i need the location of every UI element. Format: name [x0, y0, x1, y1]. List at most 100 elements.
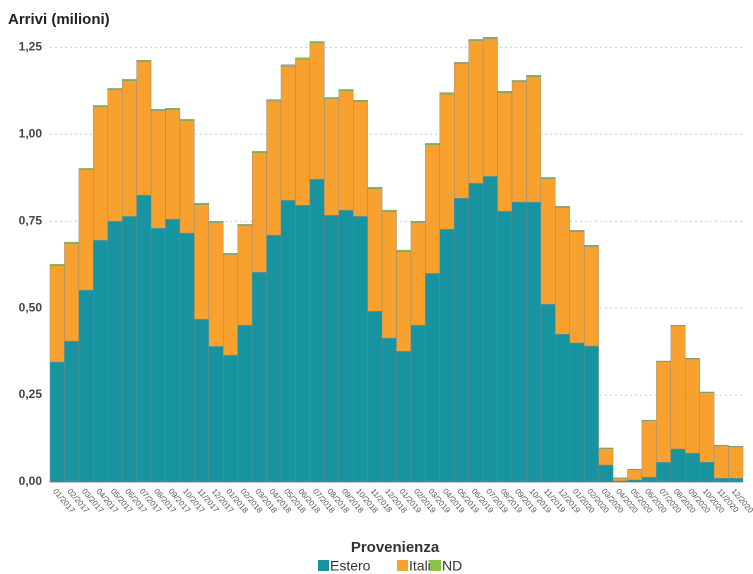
bar-segment [670, 448, 686, 483]
bar-segment [526, 76, 542, 203]
chart-title: Arrivi (milioni) [8, 11, 110, 28]
bar-segment [367, 311, 383, 483]
legend-swatch [318, 560, 329, 571]
bar-segment [78, 169, 94, 291]
bar-segment [468, 39, 484, 41]
bar-segment [468, 183, 484, 483]
bar-segment [511, 80, 527, 83]
bar-segment [194, 204, 210, 320]
bar-segment [309, 42, 325, 180]
bar-segment [338, 89, 354, 92]
bar-segment [439, 229, 455, 483]
bar-segment [410, 324, 426, 483]
bar-segment [208, 222, 224, 347]
bar-segment [121, 79, 137, 81]
bar-segment [482, 176, 498, 483]
bar-segment [179, 119, 195, 121]
bar-segment [280, 64, 296, 67]
bar-segment [468, 40, 484, 184]
bar-segment [598, 464, 614, 483]
bar-segment [251, 272, 267, 483]
bar-segment [251, 151, 267, 153]
bar-segment [641, 476, 657, 483]
bar-segment [728, 445, 744, 448]
bar-segment [208, 221, 224, 223]
bar-segment [728, 477, 744, 483]
bar-segment [598, 447, 614, 449]
bar-segment [454, 63, 469, 199]
bar-segment [165, 108, 181, 110]
bar-segment [641, 419, 657, 422]
bar-segment [223, 254, 238, 356]
bar-segment [396, 251, 412, 352]
bar-segment [396, 249, 412, 252]
bar-segment [295, 57, 311, 60]
bar-segment [511, 201, 527, 483]
bar-segment [165, 109, 181, 220]
bar-segment [598, 448, 614, 466]
bar-segment [670, 324, 686, 327]
bar-segment [324, 97, 339, 100]
bar-segment [497, 90, 513, 93]
bar-segment [223, 354, 238, 483]
bar-segment [179, 120, 195, 234]
bar-segment [627, 469, 643, 481]
bar-segment [49, 264, 65, 266]
legend-label[interactable]: ND [442, 558, 462, 574]
bar-segment [497, 210, 513, 483]
legend-label[interactable]: Estero [330, 558, 371, 574]
bar-segment [641, 420, 657, 478]
bar-segment [367, 186, 383, 189]
bar-segment [381, 337, 397, 483]
bar-segment [511, 81, 527, 203]
bar-segment [93, 105, 108, 108]
bar-segment [251, 152, 267, 273]
bar-segment [280, 65, 296, 201]
bar-segment [425, 273, 441, 483]
bar-segment [352, 216, 368, 483]
bar-segment [107, 89, 123, 222]
bar-segment [136, 60, 152, 62]
bar-segment [555, 334, 570, 483]
bar-segment [352, 101, 368, 217]
bar-segment [237, 324, 253, 483]
bar-segment [223, 253, 238, 255]
bar-segment [64, 243, 80, 342]
bar-segment [685, 452, 700, 483]
bar-segment [656, 361, 672, 463]
y-tick-label: 0,50 [19, 300, 43, 314]
bar-segment [656, 360, 672, 362]
bar-segment [425, 144, 441, 274]
bar-segment [540, 178, 556, 305]
y-tick-label: 1,25 [19, 40, 43, 54]
bar-segment [685, 358, 700, 360]
bar-segment [136, 61, 152, 196]
bar-segment [280, 200, 296, 483]
bar-segment [526, 201, 542, 483]
bar-segment [266, 234, 282, 483]
bar-segment [266, 100, 282, 236]
bar-segment [324, 215, 339, 483]
y-tick-label: 0,25 [19, 387, 43, 401]
bar-segment [121, 216, 137, 483]
bar-segment [396, 351, 412, 483]
bar-segment [121, 80, 137, 217]
bar-segment [454, 198, 469, 483]
bar-segment [49, 361, 65, 483]
bar-segment [555, 206, 570, 208]
bar-segment [78, 168, 94, 170]
bar-segment [150, 227, 166, 483]
bar-segment [194, 319, 210, 483]
bar-segment [713, 444, 729, 447]
bar-segment [179, 232, 195, 483]
bar-segment [482, 37, 498, 39]
y-tick-label: 0,75 [19, 213, 43, 227]
legend-title: Provenienza [351, 539, 440, 556]
bar-segment [583, 345, 599, 483]
bar-segment [78, 289, 94, 483]
bar-segment [685, 358, 700, 454]
bar-segment [728, 446, 744, 479]
bar-segment [49, 265, 65, 363]
bar-segment [569, 230, 585, 232]
bar-segment [381, 209, 397, 212]
